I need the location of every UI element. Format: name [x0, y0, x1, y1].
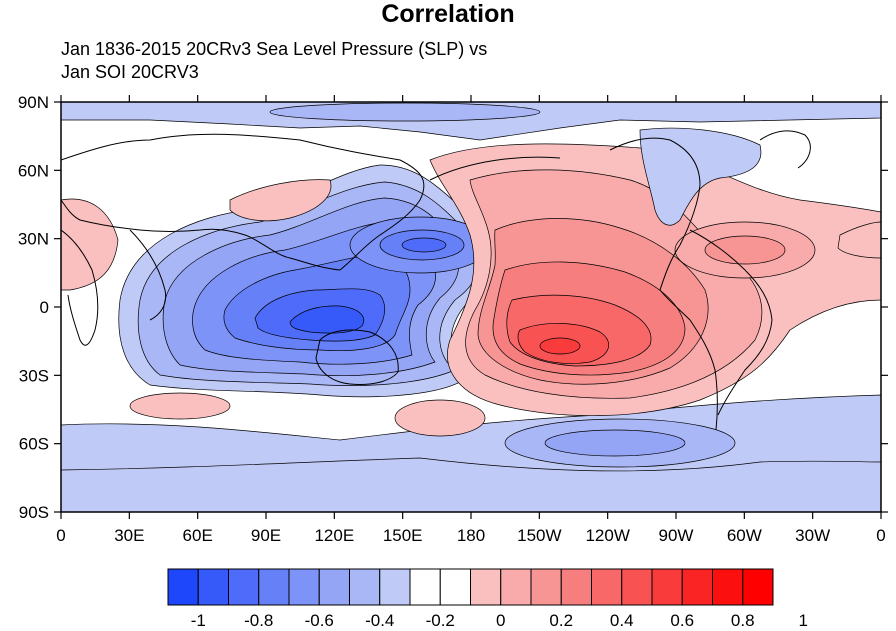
lon-tick-label: 90W — [659, 526, 694, 545]
colorbar-box — [318, 568, 350, 606]
colorbar-box — [349, 568, 381, 606]
coastlines — [61, 130, 811, 431]
lon-tick-label: 120W — [585, 526, 629, 545]
colorbar-box — [409, 568, 441, 606]
colorbar-box — [288, 568, 320, 606]
lon-tick-label: 30W — [795, 526, 830, 545]
lon-tick-label: 120E — [314, 526, 354, 545]
colorbar-box — [439, 568, 471, 606]
colorbar-label: 0.4 — [610, 611, 634, 630]
colorbar-box — [591, 568, 623, 606]
colorbar-box — [167, 568, 199, 606]
colorbar-box — [742, 568, 774, 606]
indian-ocean-positive-patch — [129, 392, 231, 420]
colorbar-box — [712, 568, 744, 606]
lat-tick-label: 30S — [19, 366, 49, 385]
colorbar-label: -0.6 — [305, 611, 334, 630]
arctic-negative-core — [269, 102, 541, 122]
colorbar-label: 0.8 — [731, 611, 755, 630]
chart-title: Correlation — [381, 0, 515, 28]
colorbar-label: 0.2 — [549, 611, 573, 630]
lat-tick-label: 90S — [19, 503, 49, 522]
latitude-ticks: 90N 60N 30N 0 30S 60S 90S — [18, 93, 888, 522]
lat-tick-label: 60N — [18, 161, 49, 180]
colorbar-box — [197, 568, 229, 606]
chart-subtitle: Jan 1836-2015 20CRv3 Sea Level Pressure … — [61, 38, 487, 84]
lon-tick-label: 30E — [114, 526, 144, 545]
pacific-positive-core — [539, 337, 581, 355]
lon-tick-label: 60E — [183, 526, 213, 545]
colorbar-box — [258, 568, 290, 606]
colorbar-box — [228, 568, 260, 606]
lon-tick-label: 0 — [876, 526, 885, 545]
lat-tick-label: 0 — [40, 298, 49, 317]
lon-tick-label: 150W — [517, 526, 561, 545]
lon-tick-label: 180 — [457, 526, 485, 545]
colorbar-box — [621, 568, 653, 606]
colorbar-box — [500, 568, 532, 606]
arctic-negative-region — [61, 102, 881, 141]
colorbar-box — [530, 568, 562, 606]
colorbar-box — [681, 568, 713, 606]
colorbar-label: 0.6 — [670, 611, 694, 630]
subtitle-line-1: Jan 1836-2015 20CRv3 Sea Level Pressure … — [61, 39, 488, 59]
subtitle-line-2: Jan SOI 20CRV3 — [61, 62, 199, 82]
lon-tick-label: 90E — [251, 526, 281, 545]
lon-tick-label: 0 — [56, 526, 65, 545]
longitude-ticks: 0 30E 60E 90E 120E 150E 180 150W 120W 90W 60W 30W 0 — [56, 95, 886, 545]
lon-tick-label: 60W — [727, 526, 762, 545]
colorbar-label: 0 — [496, 611, 505, 630]
north-america-negative-patch — [639, 127, 762, 226]
colorbar-label: -0.2 — [426, 611, 455, 630]
colorbar-box — [651, 568, 683, 606]
colorbar-box — [560, 568, 592, 606]
map-field — [61, 102, 881, 512]
lat-tick-label: 60S — [19, 435, 49, 454]
lat-tick-label: 30N — [18, 230, 49, 249]
colorbar-label: -0.8 — [244, 611, 273, 630]
colorbar-box — [470, 568, 502, 606]
colorbar-label: 1 — [799, 611, 808, 630]
colorbar-label: -0.4 — [365, 611, 394, 630]
colorbar-label: -1 — [191, 611, 206, 630]
lat-tick-label: 90N — [18, 93, 49, 112]
colorbar-box — [379, 568, 411, 606]
colorbar: -1 -0.8 -0.6 -0.4 -0.2 0 0.2 0.4 0.6 0.8 1 — [167, 568, 808, 630]
lon-tick-label: 150E — [383, 526, 423, 545]
